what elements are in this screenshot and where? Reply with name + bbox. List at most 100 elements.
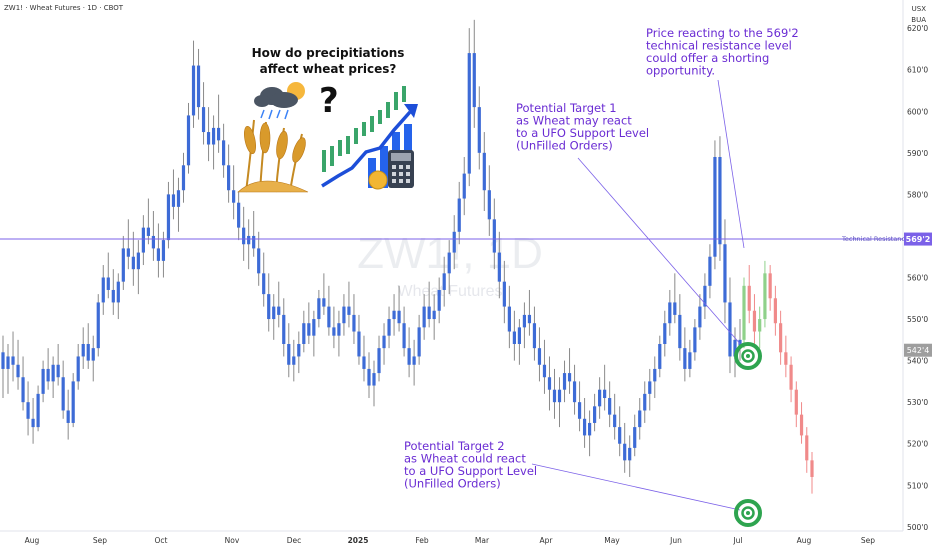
y-tick-label: 520'0 — [907, 440, 928, 449]
x-tick-label: Apr — [540, 536, 554, 545]
candle — [41, 360, 45, 403]
x-tick-label: Aug — [797, 536, 812, 545]
candle — [557, 377, 562, 428]
candle — [51, 356, 55, 399]
annotation-line: to a UFO Support Level — [404, 464, 537, 478]
projection-candle — [747, 265, 751, 324]
candle — [166, 181, 171, 249]
target1-ring — [734, 342, 762, 370]
target2-ring — [734, 499, 762, 527]
candle — [221, 123, 226, 178]
candle — [482, 132, 486, 212]
annotation-line: could offer a shorting — [646, 51, 769, 65]
candle — [517, 319, 522, 365]
candle — [66, 389, 70, 440]
candle — [247, 219, 251, 270]
candle — [252, 211, 256, 257]
candle — [512, 310, 516, 361]
candle — [317, 289, 321, 328]
candle — [718, 136, 722, 261]
candle — [382, 323, 386, 365]
annotation-line: (UnFilled Orders) — [404, 477, 501, 491]
candle — [547, 356, 552, 411]
projection-candle — [794, 381, 798, 428]
x-tick-label: Jun — [669, 536, 682, 545]
projection-candle — [763, 260, 767, 328]
candle — [653, 356, 657, 399]
candle — [277, 281, 281, 328]
candle — [141, 215, 145, 266]
candle — [633, 414, 637, 457]
annotation-line: (UnFilled Orders) — [516, 139, 613, 153]
candle — [146, 198, 150, 245]
projection-candle — [789, 356, 793, 403]
x-tick-label: Mar — [475, 536, 490, 545]
annotation-line: as Wheat could react — [404, 452, 526, 466]
candle — [427, 281, 431, 328]
watermark-name: Wheat Futures — [398, 283, 503, 300]
candle — [713, 140, 717, 270]
candle — [572, 364, 577, 415]
x-tick-label: Sep — [93, 536, 107, 545]
time-axis[interactable]: Aug Sep Oct Nov Dec 2025 Feb Mar Apr May Jun Jul Aug… — [25, 536, 876, 545]
x-tick-label: Feb — [415, 536, 429, 545]
candle — [36, 385, 40, 432]
x-tick-label: Jul — [732, 536, 742, 545]
candle — [181, 152, 186, 203]
projection-candle — [768, 265, 772, 311]
candle — [587, 410, 592, 457]
arrow-target1 — [577, 157, 743, 347]
arrow-resistance — [717, 79, 745, 249]
candle — [121, 235, 125, 290]
currency-label: USX — [911, 5, 926, 13]
candle — [537, 327, 542, 382]
last-price-text: 542'4 — [907, 346, 930, 355]
candle — [467, 28, 471, 187]
candle — [618, 406, 622, 457]
candle — [598, 377, 602, 419]
candle — [392, 294, 396, 336]
candle — [71, 373, 75, 428]
annotation-line: opportunity. — [646, 64, 715, 78]
candle — [211, 115, 216, 170]
annotation-line: to a UFO Support Level — [516, 126, 649, 140]
candle — [26, 381, 30, 436]
candle — [216, 94, 221, 153]
candle — [116, 273, 120, 320]
candle — [81, 327, 85, 369]
candle — [111, 269, 115, 315]
projection-candle — [805, 427, 809, 473]
price-axis[interactable]: 500'0510'0520'0530'0540'0550'0560'0570'0… — [907, 24, 928, 532]
resistance-price-badge — [904, 232, 932, 246]
candle — [457, 181, 461, 245]
candle — [522, 302, 527, 349]
candle — [232, 165, 236, 220]
candle — [527, 289, 532, 336]
y-tick-label: 610'0 — [907, 66, 928, 75]
projection-candle — [810, 452, 814, 494]
candle — [462, 156, 466, 216]
wheat-icon — [237, 119, 309, 193]
candle — [582, 398, 587, 448]
candle — [322, 273, 326, 315]
candle — [542, 339, 547, 394]
candle — [472, 19, 476, 128]
infographic-title-line1: How do precipitiations — [252, 46, 405, 60]
candle — [658, 335, 662, 378]
y-tick-label: 560'0 — [907, 274, 928, 283]
candle — [703, 273, 707, 320]
y-tick-label: 540'0 — [907, 357, 928, 366]
candle — [663, 310, 667, 357]
candle — [191, 40, 196, 128]
candle — [262, 252, 266, 307]
symbol-header[interactable]: ZW1! · Wheat Futures · 1D · CBOT — [4, 4, 124, 12]
candle — [91, 335, 95, 382]
candle — [347, 281, 351, 328]
candle — [643, 381, 647, 423]
candle — [422, 294, 426, 340]
coins-icon — [368, 170, 388, 190]
currency-unit[interactable]: USX BUA — [911, 4, 926, 26]
candle — [61, 360, 65, 419]
